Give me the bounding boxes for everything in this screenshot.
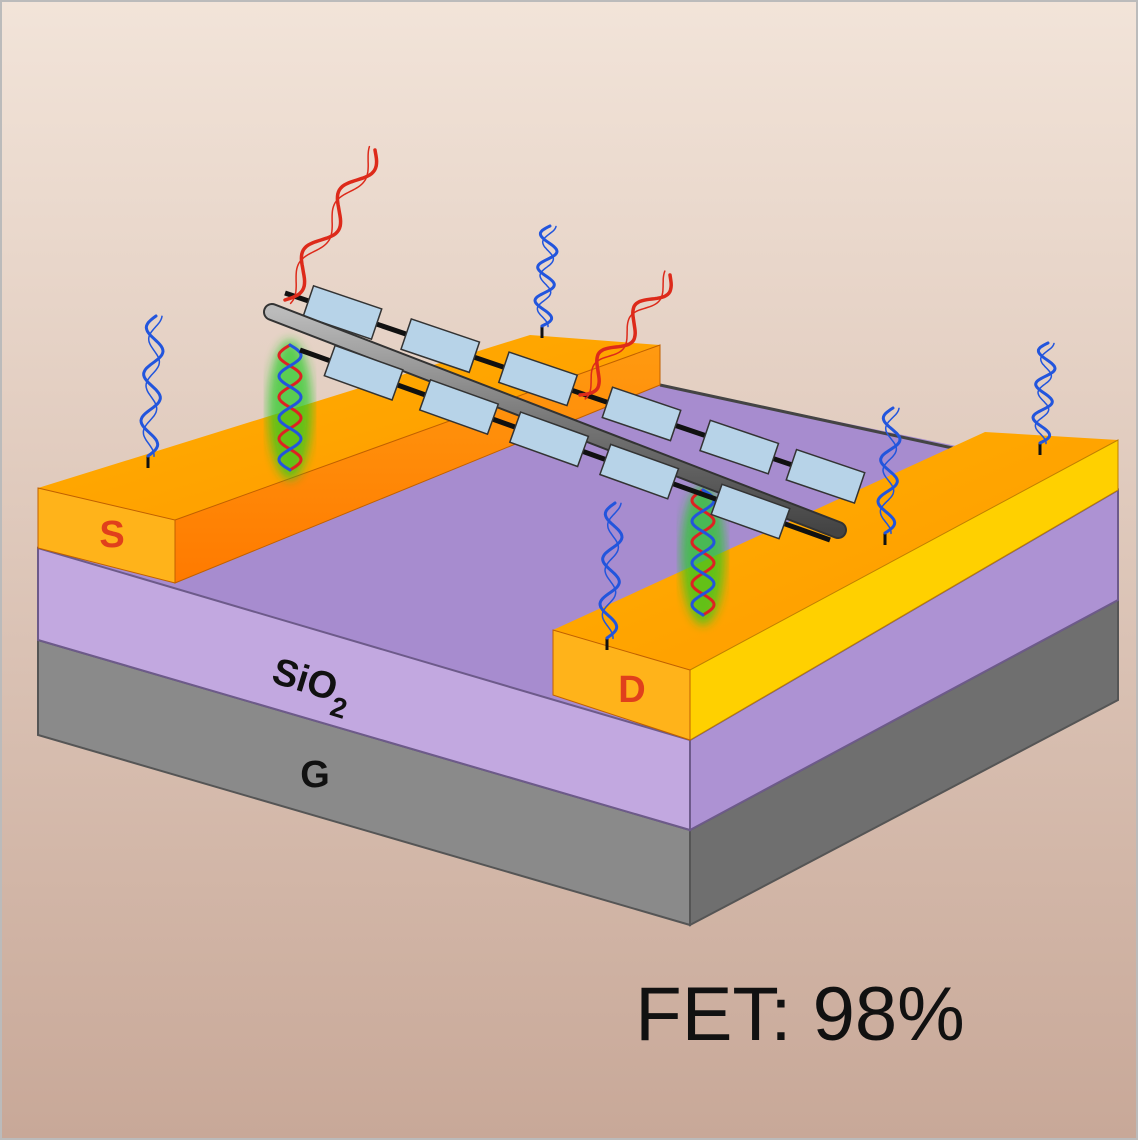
illustration: S D SiO2 G FET: 98% xyxy=(0,0,1138,1140)
source-label: S xyxy=(99,514,124,556)
page: S D SiO2 G FET: 98% (() => { const data … xyxy=(0,0,1138,1140)
caption: FET: 98% xyxy=(635,972,964,1057)
glow xyxy=(268,340,312,480)
gate-label: G xyxy=(300,754,330,796)
drain-label: D xyxy=(618,669,645,711)
